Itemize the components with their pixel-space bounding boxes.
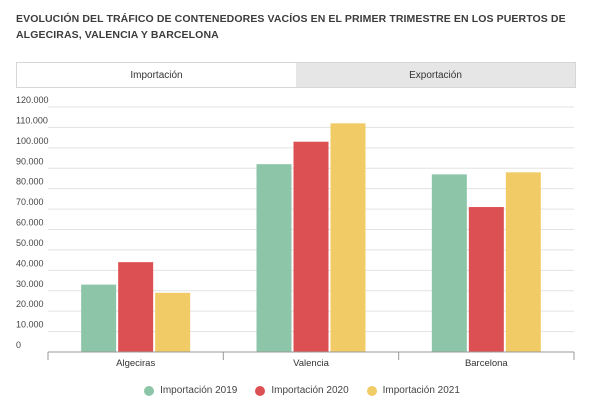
- y-tick-label: 10.000: [16, 320, 44, 330]
- chart-title: EVOLUCIÓN DEL TRÁFICO DE CONTENEDORES VA…: [16, 13, 566, 41]
- y-tick-label: 80.000: [16, 177, 44, 187]
- legend-item-2021[interactable]: Importación 2021: [366, 385, 460, 396]
- y-tick-label: 30.000: [16, 279, 44, 289]
- legend-dot-2020: [255, 385, 266, 396]
- legend-dot-2021: [366, 385, 377, 396]
- bar-valencia-3[interactable]: [330, 123, 366, 352]
- legend-dot-2019: [144, 385, 155, 396]
- bar-algeciras-3[interactable]: [155, 292, 191, 352]
- y-tick-label: 70.000: [16, 197, 44, 207]
- bar-barcelona-1[interactable]: [431, 174, 467, 352]
- y-axis-ticks: 0 10.000 20.000 30.000 40.000 50.000 60.000 70.…: [16, 95, 49, 350]
- tab-bar: Importación Exportación: [16, 62, 576, 88]
- bar-algeciras-1[interactable]: [81, 284, 117, 352]
- x-axis: Algeciras Valencia Barcelona: [47, 351, 575, 369]
- x-tick-label-algeciras: Algeciras: [116, 358, 155, 369]
- bar-barcelona-3[interactable]: [505, 172, 541, 352]
- y-tick-label: 110.000: [16, 115, 48, 125]
- legend-label-2021: Importación 2021: [382, 385, 460, 396]
- y-tick-label: 20.000: [16, 299, 44, 309]
- y-tick-label: 120.000: [16, 95, 49, 105]
- bars: [81, 123, 541, 352]
- y-tick-label: 40.000: [16, 258, 44, 268]
- x-tick-label-barcelona: Barcelona: [465, 358, 508, 369]
- y-tick-label: 90.000: [16, 156, 44, 166]
- tab-importacion[interactable]: Importación: [17, 63, 296, 87]
- y-tick-label: 50.000: [16, 238, 44, 248]
- legend-label-2020: Importación 2020: [271, 385, 349, 396]
- bar-chart: 0 10.000 20.000 30.000 40.000 50.000 60.000 70.…: [16, 95, 575, 369]
- legend: Importación 2019 Importación 2020 Import…: [0, 385, 604, 396]
- legend-item-2020[interactable]: Importación 2020: [255, 385, 349, 396]
- y-tick-label: 100.000: [16, 136, 49, 146]
- bar-algeciras-2[interactable]: [118, 262, 154, 352]
- x-tick-label-valencia: Valencia: [293, 358, 329, 369]
- bar-valencia-1[interactable]: [256, 164, 292, 352]
- y-tick-label: 0: [16, 340, 21, 350]
- tab-exportacion[interactable]: Exportación: [296, 63, 575, 87]
- bar-valencia-2[interactable]: [293, 141, 329, 352]
- bar-barcelona-2[interactable]: [468, 207, 504, 352]
- y-tick-label: 60.000: [16, 218, 44, 228]
- legend-item-2019[interactable]: Importación 2019: [144, 385, 237, 396]
- legend-label-2019: Importación 2019: [160, 385, 238, 396]
